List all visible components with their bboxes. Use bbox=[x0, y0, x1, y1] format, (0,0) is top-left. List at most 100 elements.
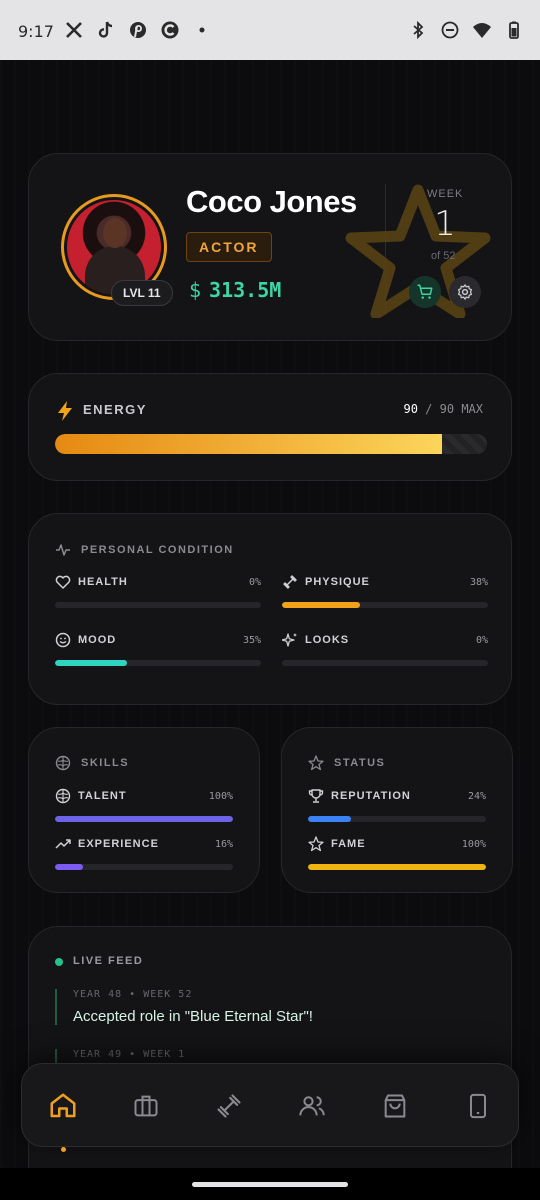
stat-experience: EXPERIENCE 16% bbox=[55, 836, 233, 870]
condition-title: PERSONAL CONDITION bbox=[81, 544, 234, 556]
shopping-bag-icon bbox=[384, 1094, 406, 1118]
feed-title: LIVE FEED bbox=[73, 955, 144, 967]
stat-bar bbox=[55, 660, 261, 666]
wifi-icon bbox=[473, 23, 491, 38]
stat-reputation: REPUTATION 24% bbox=[308, 788, 486, 822]
stat-bar bbox=[55, 864, 233, 870]
dumbbell-icon bbox=[217, 1094, 241, 1118]
stat-health: HEALTH 0% bbox=[55, 574, 261, 608]
week-total: of 52 bbox=[431, 250, 456, 262]
week-label: WEEK bbox=[427, 188, 464, 200]
c-app-icon bbox=[161, 21, 179, 39]
heart-icon bbox=[55, 575, 71, 589]
week-number: 1 bbox=[434, 204, 456, 244]
gear-icon bbox=[457, 284, 473, 300]
energy-current: 90 bbox=[403, 402, 418, 416]
nav-phone[interactable] bbox=[460, 1088, 496, 1124]
pulse-icon bbox=[56, 544, 70, 556]
energy-max: 90 MAX bbox=[439, 402, 483, 416]
tiktok-icon bbox=[98, 21, 113, 38]
stat-percent: 100% bbox=[208, 791, 233, 802]
stat-bar bbox=[55, 602, 261, 608]
energy-card: ENERGY 90 / 90 MAX bbox=[28, 373, 512, 481]
stat-fame: FAME 100% bbox=[308, 836, 486, 870]
personal-condition-card: PERSONAL CONDITION HEALTH 0% PHYSIQUE 38… bbox=[28, 513, 512, 705]
stat-bar bbox=[282, 602, 488, 608]
energy-separator: / bbox=[425, 402, 433, 416]
nav-home[interactable] bbox=[45, 1088, 81, 1124]
live-indicator-icon bbox=[55, 958, 63, 966]
feed-item-text: Accepted role in "Blue Eternal Star"! bbox=[73, 1008, 313, 1025]
briefcase-icon bbox=[134, 1095, 158, 1117]
nav-social[interactable] bbox=[294, 1088, 330, 1124]
player-name: Coco Jones bbox=[186, 184, 357, 219]
nav-gym[interactable] bbox=[211, 1088, 247, 1124]
cart-icon bbox=[417, 284, 433, 299]
stat-percent: 0% bbox=[475, 635, 488, 646]
dollar-sign: $ bbox=[189, 278, 202, 302]
phone-icon bbox=[470, 1093, 486, 1119]
gesture-bar bbox=[0, 1168, 540, 1200]
stat-bar-fill bbox=[55, 660, 128, 666]
stat-bar bbox=[308, 864, 486, 870]
stat-mood: MOOD 35% bbox=[55, 632, 261, 666]
stat-bar bbox=[308, 816, 486, 822]
profile-card: LVL 11 Coco Jones ACTOR $313.5M WEEK 1 o… bbox=[28, 153, 512, 341]
money-display: $313.5M bbox=[189, 278, 281, 302]
stat-talent: TALENT 100% bbox=[55, 788, 233, 822]
star-icon bbox=[308, 836, 324, 852]
trophy-icon bbox=[308, 789, 324, 803]
star-icon bbox=[308, 755, 324, 771]
stat-name: HEALTH bbox=[78, 576, 128, 588]
stat-bar-fill bbox=[282, 602, 361, 608]
stat-name: PHYSIQUE bbox=[305, 576, 370, 588]
stat-name: TALENT bbox=[78, 790, 127, 802]
energy-bar bbox=[55, 434, 487, 454]
feed-item-meta: YEAR 48 • WEEK 52 bbox=[73, 989, 193, 1000]
active-page-indicator bbox=[61, 1147, 66, 1152]
brain-icon bbox=[55, 788, 71, 804]
stat-looks: LOOKS 0% bbox=[282, 632, 488, 666]
app-screen: LVL 11 Coco Jones ACTOR $313.5M WEEK 1 o… bbox=[0, 60, 540, 1168]
stat-percent: 24% bbox=[467, 791, 486, 802]
dnd-icon bbox=[441, 21, 459, 39]
dot-icon bbox=[199, 27, 205, 33]
shop-button[interactable] bbox=[409, 276, 441, 308]
energy-bar-fill bbox=[55, 434, 442, 454]
stat-name: MOOD bbox=[78, 634, 117, 646]
feed-item-meta: YEAR 49 • WEEK 1 bbox=[73, 1049, 186, 1060]
smile-icon bbox=[55, 632, 71, 648]
lightning-icon bbox=[58, 401, 72, 421]
feed-item: YEAR 48 • WEEK 52 Accepted role in "Blue… bbox=[55, 989, 475, 1025]
home-gesture-handle[interactable] bbox=[192, 1182, 348, 1187]
stat-bar bbox=[55, 816, 233, 822]
stat-bar-fill bbox=[308, 816, 351, 822]
sparkles-icon bbox=[282, 633, 297, 647]
nav-shop[interactable] bbox=[377, 1088, 413, 1124]
status-bar: 9:17 bbox=[0, 0, 540, 60]
stat-percent: 38% bbox=[469, 577, 488, 588]
settings-button[interactable] bbox=[449, 276, 481, 308]
nav-career[interactable] bbox=[128, 1088, 164, 1124]
stat-bar-fill bbox=[55, 816, 233, 822]
skills-card: SKILLS TALENT 100% EXPERIENCE 16% bbox=[28, 727, 260, 893]
bottom-nav bbox=[21, 1063, 519, 1147]
level-badge: LVL 11 bbox=[111, 280, 173, 306]
trending-up-icon bbox=[55, 839, 71, 849]
battery-icon bbox=[509, 21, 519, 39]
stat-name: FAME bbox=[331, 838, 366, 850]
stat-percent: 0% bbox=[248, 577, 261, 588]
status-title: STATUS bbox=[334, 757, 386, 769]
users-icon bbox=[299, 1096, 325, 1116]
dumbbell-icon bbox=[283, 575, 297, 589]
stat-name: LOOKS bbox=[305, 634, 350, 646]
energy-label: ENERGY bbox=[83, 402, 147, 417]
energy-value: 90 / 90 MAX bbox=[403, 402, 483, 416]
skills-title: SKILLS bbox=[81, 757, 130, 769]
stat-bar-fill bbox=[308, 864, 486, 870]
home-icon bbox=[50, 1093, 76, 1118]
stat-name: REPUTATION bbox=[331, 790, 411, 802]
stat-percent: 35% bbox=[242, 635, 261, 646]
stat-bar bbox=[282, 660, 488, 666]
stat-physique: PHYSIQUE 38% bbox=[282, 574, 488, 608]
